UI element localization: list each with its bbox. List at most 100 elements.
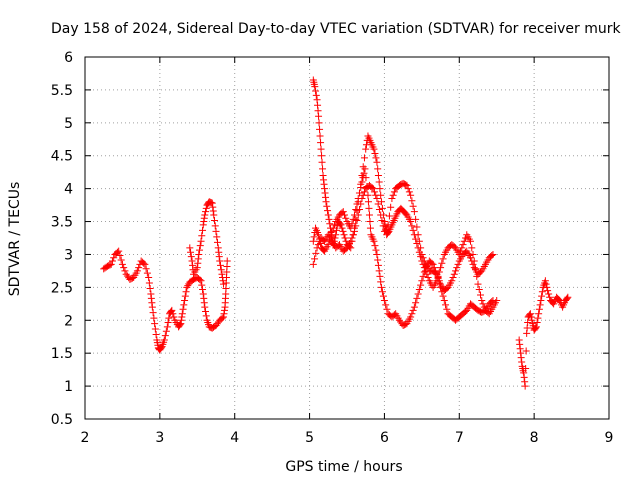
series-segment-6 [515,277,572,390]
data-point-marker [377,278,385,286]
x-tick-label: 6 [380,430,389,446]
data-point-marker [412,235,420,243]
data-point-marker [380,297,388,305]
data-point-marker [197,237,205,245]
series-segment-4 [309,165,497,330]
data-point-marker [418,277,426,285]
data-point-marker [489,297,497,305]
x-axis-title: GPS time / hours [285,459,402,475]
data-point-marker [198,232,206,240]
data-point-marker [115,247,123,255]
data-point-marker [145,279,153,287]
data-point-marker [342,214,350,222]
data-point-marker [110,254,118,262]
data-point-marker [145,273,153,281]
y-tick-label: 6 [64,50,73,66]
data-point-marker [120,264,128,272]
data-point-marker [371,242,379,250]
data-point-marker [364,198,372,206]
y-tick-label: 4 [64,182,73,198]
data-point-marker [312,249,320,257]
data-point-marker [350,227,358,235]
data-point-marker [324,211,332,219]
x-tick-label: 3 [155,430,164,446]
data-point-marker [317,145,325,153]
data-point-marker [479,300,487,308]
data-point-marker [378,288,386,296]
data-point-marker [460,237,468,245]
y-tick-label: 5.5 [51,83,73,99]
data-point-marker [366,218,374,226]
data-point-marker [217,266,225,274]
data-point-marker [319,165,327,173]
series-segment-2 [186,198,227,288]
data-point-marker [312,87,320,95]
data-point-marker [314,241,322,249]
data-point-marker [182,288,190,296]
data-point-marker [521,382,529,390]
data-point-marker [357,200,365,208]
x-tick-label: 9 [605,430,614,446]
data-point-marker [388,195,396,203]
data-point-marker [213,238,221,246]
data-point-marker [160,336,168,344]
data-point-marker [116,252,124,260]
data-point-marker [370,145,378,153]
data-point-marker [329,224,337,232]
data-point-marker [374,256,382,264]
data-point-marker [318,158,326,166]
data-point-marker [347,224,355,232]
data-point-marker [323,202,331,210]
data-point-marker [219,280,227,288]
y-tick-label: 4.5 [51,149,73,165]
data-point-marker [534,314,542,322]
data-point-marker [538,288,546,296]
data-point-marker [202,312,210,320]
data-point-marker [535,310,543,318]
data-point-marker [187,253,195,261]
data-point-marker [332,231,340,239]
data-point-marker [545,290,553,298]
data-point-marker [316,125,324,133]
data-point-marker [417,281,425,289]
data-point-marker [378,216,386,224]
data-point-marker [181,297,189,305]
data-point-marker [371,150,379,158]
data-point-marker [121,267,129,275]
data-point-marker [474,280,482,288]
data-point-marker [383,305,391,313]
data-point-marker [432,269,440,277]
data-point-marker [372,154,380,162]
data-point-marker [360,154,368,162]
data-point-marker [338,224,346,232]
data-point-marker [358,178,366,186]
data-point-marker [429,260,437,268]
data-point-marker [361,165,369,173]
data-point-marker [413,223,421,231]
data-point-marker [176,321,184,329]
data-point-marker [359,191,367,199]
data-point-marker [348,234,356,242]
data-point-marker [196,276,204,284]
data-point-marker [140,259,148,267]
data-point-marker [165,314,173,322]
data-point-marker [133,267,141,275]
data-point-marker [532,323,540,331]
data-point-marker [328,227,336,235]
data-point-marker [216,261,224,269]
data-point-marker [536,301,544,309]
data-point-marker [151,320,159,328]
x-tick-label: 2 [81,430,90,446]
data-point-marker [216,257,224,265]
data-point-marker [395,316,403,324]
data-point-marker [148,303,156,311]
data-point-marker [537,297,545,305]
y-tick-label: 3.5 [51,215,73,231]
data-point-marker [135,264,143,272]
data-point-marker [424,273,432,281]
data-point-marker [544,287,552,295]
data-point-marker [118,260,126,268]
data-point-marker [373,195,381,203]
data-point-marker [439,292,447,300]
data-point-marker [527,313,535,321]
